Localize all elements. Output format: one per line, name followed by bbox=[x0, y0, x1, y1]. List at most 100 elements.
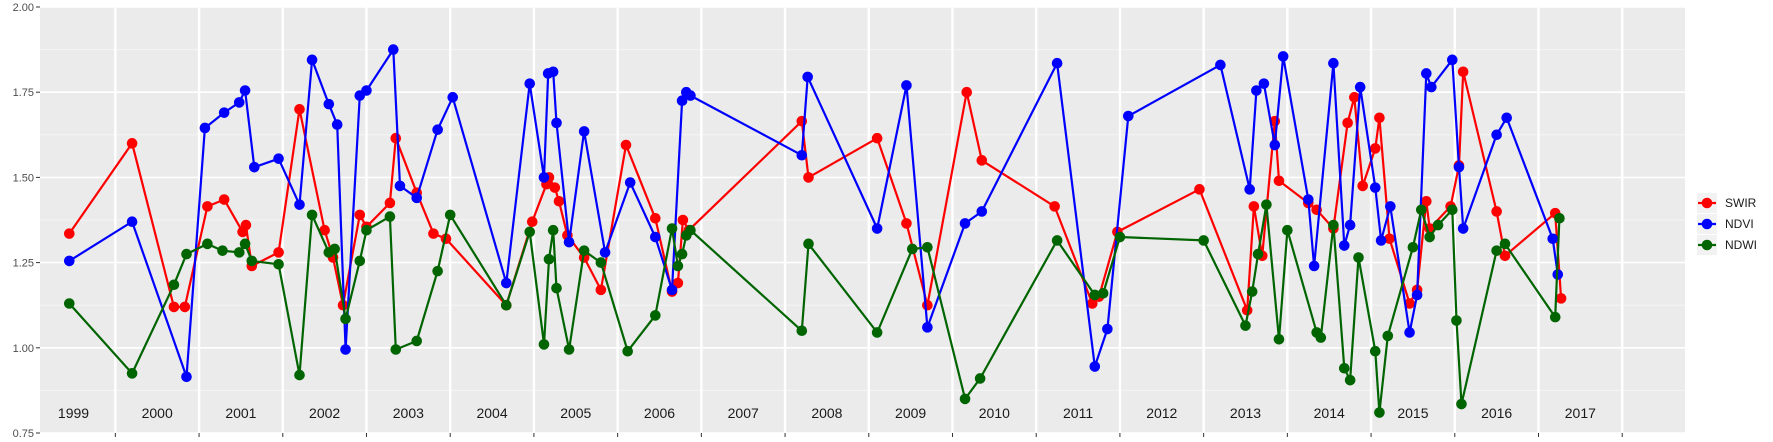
ndwi-point bbox=[384, 211, 396, 222]
ndwi-point bbox=[181, 248, 192, 260]
ndvi-point bbox=[411, 192, 423, 204]
ndvi-point bbox=[1375, 235, 1387, 246]
ndvi-point bbox=[64, 255, 75, 267]
swir-point bbox=[354, 209, 366, 221]
ndwi-point bbox=[672, 260, 684, 272]
ndvi-point bbox=[685, 90, 696, 101]
ndvi-point bbox=[1491, 129, 1502, 141]
ndvi-point bbox=[1344, 219, 1356, 231]
year-label: 2004 bbox=[476, 405, 507, 421]
ndvi-point bbox=[524, 78, 536, 89]
ndwi-point bbox=[306, 209, 318, 221]
ndwi-point bbox=[1407, 241, 1419, 253]
ndvi-point bbox=[1446, 54, 1458, 66]
ndvi-point bbox=[802, 71, 813, 83]
ndvi-point bbox=[447, 92, 459, 103]
ndwi-point bbox=[1051, 235, 1063, 246]
swir-point bbox=[168, 301, 180, 313]
swir-point bbox=[1374, 112, 1385, 124]
ndwi-point bbox=[1328, 219, 1339, 231]
ndvi-point bbox=[1547, 233, 1559, 245]
ndvi-point bbox=[323, 98, 335, 110]
ndvi-point bbox=[1457, 223, 1469, 234]
ndwi-point bbox=[126, 368, 138, 379]
ndvi-point bbox=[871, 223, 883, 234]
ndvi-point bbox=[901, 80, 912, 91]
ndwi-point bbox=[796, 325, 808, 337]
year-label: 2010 bbox=[979, 405, 1010, 421]
year-label: 2015 bbox=[1397, 405, 1428, 421]
ndvi-point bbox=[1421, 68, 1432, 79]
legend-label-swir: SWIR bbox=[1725, 196, 1757, 210]
year-label: 2003 bbox=[393, 405, 424, 421]
swir-point bbox=[202, 201, 213, 212]
ndvi-point bbox=[126, 216, 138, 228]
ndwi-point bbox=[1554, 212, 1565, 224]
ndwi-point bbox=[354, 255, 366, 267]
ndvi-point bbox=[922, 322, 933, 333]
y-tick-label: 0.75 bbox=[13, 428, 34, 440]
swir-point bbox=[1194, 184, 1205, 195]
swir-point bbox=[384, 197, 396, 209]
ndwi-point bbox=[361, 224, 372, 236]
ndwi-point bbox=[168, 279, 180, 291]
ndvi-point bbox=[959, 218, 971, 229]
ndvi-point bbox=[578, 126, 590, 137]
year-label: 1999 bbox=[58, 405, 89, 421]
ndvi-point bbox=[563, 236, 575, 248]
ndvi-point bbox=[233, 97, 245, 108]
swir-point bbox=[620, 139, 632, 151]
year-label: 2012 bbox=[1146, 405, 1177, 421]
year-label: 2017 bbox=[1565, 405, 1596, 421]
ndwi-point bbox=[1114, 231, 1126, 243]
year-labels: 1999 2000 2001 2002 2003 2004 2005 2006 2007 2008… bbox=[58, 405, 1596, 421]
ndwi-point bbox=[1353, 252, 1364, 263]
ndwi-point bbox=[64, 298, 75, 309]
year-label: 2014 bbox=[1314, 405, 1345, 421]
ndvi-point bbox=[1354, 81, 1366, 93]
ndvi-point bbox=[361, 85, 372, 96]
swir-point bbox=[1555, 293, 1567, 304]
swir-point bbox=[64, 228, 75, 239]
ndvi-point bbox=[294, 199, 305, 210]
y-tick-label: 1.25 bbox=[13, 258, 34, 270]
ndwi-point bbox=[1446, 204, 1458, 216]
ndvi-point bbox=[1411, 289, 1423, 301]
ndwi-point bbox=[1240, 320, 1251, 331]
ndwi-point bbox=[246, 255, 258, 267]
swir-point bbox=[428, 228, 439, 239]
legend-key-point-ndwi bbox=[1701, 239, 1713, 251]
year-label: 2013 bbox=[1230, 405, 1261, 421]
swir-point bbox=[273, 247, 284, 258]
ndvi-point bbox=[547, 66, 559, 78]
ndwi-point bbox=[1344, 374, 1356, 386]
y-tick-label: 1.00 bbox=[13, 343, 34, 355]
ndwi-point bbox=[543, 253, 555, 265]
swir-point bbox=[549, 182, 561, 193]
ndvi-point bbox=[1102, 323, 1113, 335]
swir-point bbox=[901, 218, 912, 229]
ndvi-point bbox=[1426, 81, 1437, 93]
ndwi-point bbox=[1499, 238, 1511, 250]
ndwi-point bbox=[1089, 289, 1101, 301]
swir-point bbox=[1457, 66, 1469, 78]
swir-point bbox=[126, 138, 138, 149]
ndwi-point bbox=[650, 310, 661, 321]
swir-point bbox=[871, 132, 883, 144]
swir-point bbox=[1491, 206, 1502, 217]
year-label: 2007 bbox=[728, 405, 759, 421]
y-axis: 0.75 1.00 1.25 1.50 1.75 2.00 bbox=[13, 2, 40, 440]
legend-key-point-swir bbox=[1701, 197, 1713, 209]
ndwi-point bbox=[551, 282, 562, 294]
year-label: 2008 bbox=[811, 405, 842, 421]
ndwi-point bbox=[538, 339, 550, 350]
ndwi-point bbox=[1273, 333, 1285, 345]
ndvi-point bbox=[249, 161, 260, 173]
swir-point bbox=[677, 214, 689, 226]
swir-point bbox=[1357, 180, 1368, 192]
swir-point bbox=[595, 284, 607, 296]
series-layer bbox=[64, 44, 1567, 418]
ndwi-point bbox=[922, 241, 933, 253]
swir-point bbox=[650, 212, 661, 224]
swir-point bbox=[240, 219, 252, 231]
